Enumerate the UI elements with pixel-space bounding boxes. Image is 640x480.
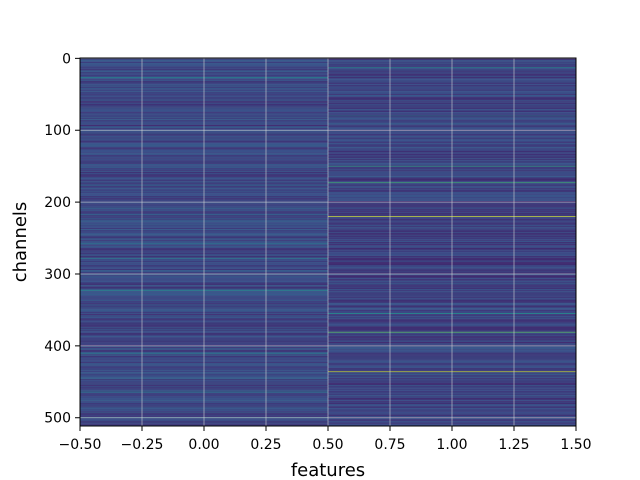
y-tick-label: 400 — [44, 339, 71, 355]
y-tick-label: 300 — [44, 267, 71, 283]
x-tick-label: 0.25 — [250, 437, 281, 453]
x-tick-label: 0.75 — [374, 437, 405, 453]
x-tick-label: −0.50 — [59, 437, 102, 453]
y-tick-label: 200 — [44, 195, 71, 211]
x-tick-label: 0.50 — [312, 437, 343, 453]
x-tick-label: 1.50 — [560, 437, 591, 453]
x-axis-label: features — [291, 460, 365, 480]
x-axis-ticks: −0.50 −0.25 0.00 0.25 0.50 0.75 1.00 1.25 1.50 — [59, 426, 592, 453]
y-axis-ticks: 0 100 200 300 400 500 — [44, 51, 80, 427]
y-axis-label: channels — [10, 202, 31, 283]
x-tick-label: 1.25 — [498, 437, 529, 453]
x-tick-label: 0.00 — [188, 437, 219, 453]
x-tick-label: −0.25 — [121, 437, 164, 453]
y-tick-label: 0 — [62, 51, 71, 67]
y-tick-label: 500 — [44, 411, 71, 427]
y-tick-label: 100 — [44, 123, 71, 139]
x-tick-label: 1.00 — [436, 437, 467, 453]
